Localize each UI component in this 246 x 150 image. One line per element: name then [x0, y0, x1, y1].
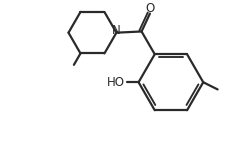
Text: N: N — [112, 24, 121, 37]
Text: HO: HO — [107, 76, 125, 89]
Text: O: O — [145, 2, 154, 15]
